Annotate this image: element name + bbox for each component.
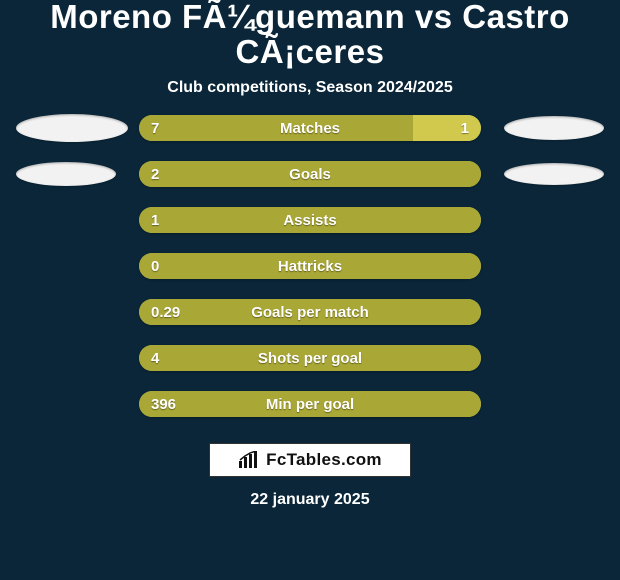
- stat-bar: 396Min per goal: [139, 391, 481, 417]
- stat-label: Hattricks: [139, 258, 481, 275]
- stat-label: Assists: [139, 212, 481, 229]
- stat-row: 4Shots per goal: [10, 345, 610, 371]
- stat-label: Goals: [139, 166, 481, 183]
- stat-row: 0Hattricks: [10, 253, 610, 279]
- stat-bar: 2Goals: [139, 161, 481, 187]
- page-title: Moreno FÃ¼guemann vs Castro CÃ¡ceres: [0, 0, 620, 69]
- stat-row: 1Assists: [10, 207, 610, 233]
- stat-bar: 0.29Goals per match: [139, 299, 481, 325]
- stat-label: Goals per match: [139, 304, 481, 321]
- brand-text: FcTables.com: [266, 450, 382, 470]
- stat-bar: 0Hattricks: [139, 253, 481, 279]
- stat-row: 2Goals: [10, 161, 610, 187]
- comparison-chart: 71Matches 2Goals 1Assists 0Hattricks 0.29Goa…: [0, 115, 620, 417]
- date-label: 22 january 2025: [250, 491, 369, 509]
- player-badge-left: [16, 162, 116, 186]
- stat-row: 0.29Goals per match: [10, 299, 610, 325]
- player-badge-right: [504, 163, 604, 185]
- stat-label: Min per goal: [139, 396, 481, 413]
- chart-icon: [238, 451, 260, 469]
- brand-badge: FcTables.com: [209, 443, 411, 477]
- stat-bar: 1Assists: [139, 207, 481, 233]
- player-badge-right: [504, 116, 604, 140]
- stat-label: Matches: [139, 120, 481, 137]
- stat-label: Shots per goal: [139, 350, 481, 367]
- player-badge-left: [16, 114, 128, 142]
- stat-bar: 4Shots per goal: [139, 345, 481, 371]
- stat-bar: 71Matches: [139, 115, 481, 141]
- stat-row: 71Matches: [10, 115, 610, 141]
- stat-row: 396Min per goal: [10, 391, 610, 417]
- page-subtitle: Club competitions, Season 2024/2025: [167, 79, 452, 97]
